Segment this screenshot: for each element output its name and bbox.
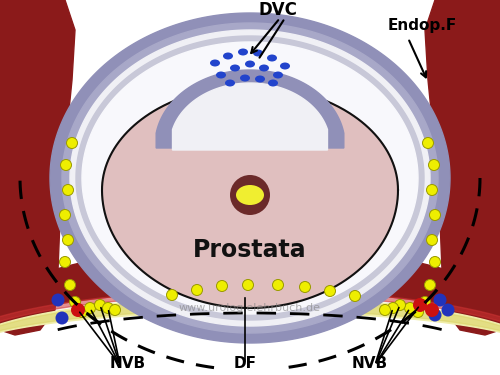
Polygon shape (0, 290, 500, 355)
Circle shape (60, 159, 72, 171)
Polygon shape (156, 70, 344, 148)
Text: DVC: DVC (258, 1, 298, 19)
Ellipse shape (210, 60, 220, 66)
Ellipse shape (280, 63, 290, 69)
Circle shape (420, 297, 430, 307)
Ellipse shape (259, 64, 269, 72)
Polygon shape (0, 299, 500, 355)
Circle shape (428, 309, 442, 321)
Ellipse shape (268, 80, 278, 87)
Circle shape (70, 297, 80, 307)
Circle shape (242, 279, 254, 291)
Polygon shape (82, 42, 418, 314)
Ellipse shape (216, 72, 226, 78)
Polygon shape (102, 86, 398, 308)
Polygon shape (0, 245, 500, 355)
Ellipse shape (273, 72, 283, 78)
Circle shape (71, 303, 85, 317)
Circle shape (422, 138, 434, 148)
Circle shape (52, 294, 64, 306)
Circle shape (404, 303, 415, 313)
Circle shape (425, 303, 439, 317)
Polygon shape (0, 297, 500, 355)
Circle shape (388, 303, 398, 313)
Ellipse shape (240, 75, 250, 81)
Circle shape (230, 175, 270, 215)
Circle shape (216, 280, 228, 291)
Circle shape (56, 312, 68, 324)
Circle shape (64, 279, 76, 291)
Text: Prostata: Prostata (193, 238, 307, 262)
Circle shape (413, 298, 427, 312)
Circle shape (76, 306, 88, 318)
Circle shape (424, 279, 436, 291)
Circle shape (412, 306, 424, 318)
Circle shape (62, 234, 74, 246)
Circle shape (442, 303, 454, 316)
Circle shape (60, 210, 70, 220)
Polygon shape (0, 0, 75, 335)
Circle shape (66, 138, 78, 148)
Polygon shape (62, 23, 438, 333)
Text: DF: DF (234, 356, 256, 371)
Circle shape (324, 285, 336, 297)
Ellipse shape (225, 80, 235, 87)
Text: NVB: NVB (110, 356, 146, 371)
Polygon shape (76, 36, 424, 320)
Circle shape (426, 184, 438, 195)
Ellipse shape (223, 53, 233, 60)
Circle shape (272, 279, 283, 291)
Polygon shape (172, 83, 328, 150)
Ellipse shape (267, 54, 277, 62)
Circle shape (192, 285, 202, 296)
Text: Endop.F: Endop.F (388, 18, 457, 33)
Ellipse shape (236, 185, 264, 205)
Circle shape (62, 184, 74, 195)
Ellipse shape (238, 48, 248, 55)
Circle shape (426, 234, 438, 246)
Circle shape (350, 291, 360, 302)
Circle shape (434, 294, 446, 306)
Ellipse shape (253, 50, 263, 57)
Circle shape (102, 303, 114, 313)
Circle shape (430, 210, 440, 220)
Circle shape (428, 159, 440, 171)
Polygon shape (50, 13, 450, 343)
Polygon shape (425, 0, 500, 335)
Polygon shape (70, 30, 430, 326)
Ellipse shape (245, 60, 255, 68)
Circle shape (166, 290, 177, 300)
Circle shape (110, 304, 120, 315)
Circle shape (94, 300, 106, 310)
Ellipse shape (255, 75, 265, 82)
Circle shape (394, 300, 406, 310)
Circle shape (430, 256, 440, 267)
Text: NVB: NVB (352, 356, 388, 371)
Ellipse shape (230, 64, 240, 72)
Circle shape (60, 256, 70, 267)
Text: www.urologielehrbuch.de: www.urologielehrbuch.de (179, 303, 321, 313)
Circle shape (380, 304, 390, 315)
Circle shape (84, 303, 96, 313)
Circle shape (300, 282, 310, 292)
